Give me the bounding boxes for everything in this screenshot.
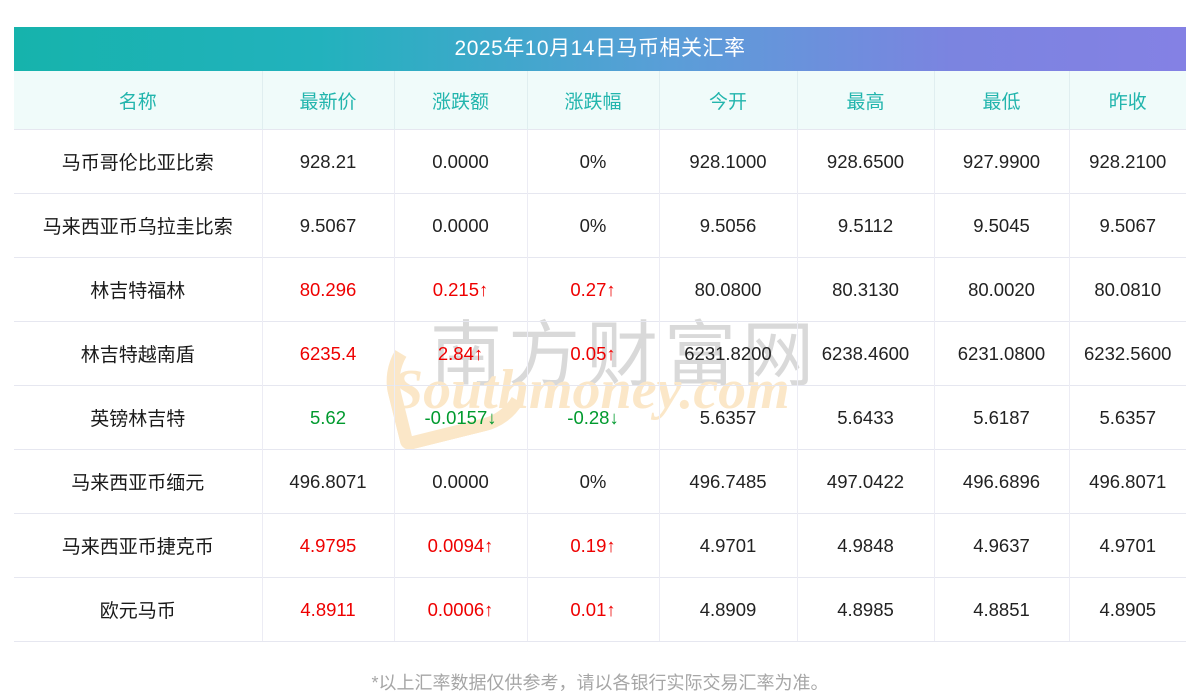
cell-high: 497.0422 [797, 449, 935, 514]
cell-name: 英镑林吉特 [14, 385, 263, 450]
disclaimer-note: *以上汇率数据仅供参考，请以各银行实际交易汇率为准。 [371, 673, 829, 693]
table-row[interactable]: 马币哥伦比亚比索 928.21 0.0000 0% 928.1000 928.6500 92… [14, 129, 1186, 194]
cell-high: 80.3130 [797, 257, 935, 322]
cell-low: 4.9637 [934, 513, 1070, 578]
cell-last: 80.296 [262, 257, 395, 322]
cell-prev-close: 6232.5600 [1069, 321, 1186, 386]
cell-change: 0.0006↑ [394, 577, 528, 642]
cell-change-pct: 0.27↑ [527, 257, 660, 322]
cell-change: 0.0000 [394, 193, 528, 258]
cell-change-pct: 0.01↑ [527, 577, 660, 642]
table-row[interactable]: 马来西亚币乌拉圭比索 9.5067 0.0000 0% 9.5056 9.5112 9.50… [14, 193, 1186, 258]
column-header-low[interactable]: 最低 [934, 71, 1070, 130]
cell-low: 4.8851 [934, 577, 1070, 642]
column-header-change[interactable]: 涨跌额 [394, 71, 528, 130]
cell-change: 0.0094↑ [394, 513, 528, 578]
column-header-prev-close[interactable]: 昨收 [1108, 91, 1147, 113]
column-header-last[interactable]: 最新价 [262, 71, 395, 130]
column-header-name[interactable]: 名称 [14, 71, 263, 130]
cell-open: 496.7485 [659, 449, 798, 514]
column-header-change-pct[interactable]: 涨跌幅 [527, 71, 660, 130]
cell-change-pct: 0% [527, 449, 660, 514]
cell-name: 马来西亚币缅元 [14, 449, 263, 514]
cell-prev-close: 80.0810 [1069, 257, 1186, 322]
cell-last: 4.8911 [262, 577, 395, 642]
cell-high: 4.9848 [797, 513, 935, 578]
cell-change-pct: -0.28↓ [527, 385, 660, 450]
cell-change-pct: 0.19↑ [527, 513, 660, 578]
table-row[interactable]: 英镑林吉特 5.62 -0.0157↓ -0.28↓ 5.6357 5.6433 5.618… [14, 385, 1186, 450]
table-header: 名称 最新价 涨跌额 涨跌幅 今开 最高 最低 昨收 [14, 71, 1186, 130]
cell-prev-close: 4.9701 [1069, 513, 1186, 578]
cell-last: 928.21 [262, 129, 395, 194]
cell-prev-close: 9.5067 [1069, 193, 1186, 258]
cell-name: 欧元马币 [14, 577, 263, 642]
cell-name: 林吉特越南盾 [14, 321, 263, 386]
cell-low: 927.9900 [934, 129, 1070, 194]
cell-open: 4.8909 [659, 577, 798, 642]
cell-high: 9.5112 [797, 193, 935, 258]
cell-prev-close: 5.6357 [1069, 385, 1186, 450]
cell-low: 496.6896 [934, 449, 1070, 514]
cell-change: 0.0000 [394, 449, 528, 514]
cell-change-pct: 0.05↑ [527, 321, 660, 386]
cell-last: 9.5067 [262, 193, 395, 258]
cell-prev-close: 496.8071 [1069, 449, 1186, 514]
cell-name: 林吉特福林 [14, 257, 263, 322]
header-row: 名称 最新价 涨跌额 涨跌幅 今开 最高 最低 昨收 [14, 71, 1186, 130]
cell-high: 5.6433 [797, 385, 935, 450]
cell-change: 0.215↑ [394, 257, 528, 322]
page-title: 2025年10月14日马币相关汇率 [14, 27, 1186, 71]
cell-name: 马来西亚币乌拉圭比索 [14, 193, 263, 258]
column-header-high[interactable]: 最高 [797, 71, 935, 130]
table-row[interactable]: 林吉特福林 80.296 0.215↑ 0.27↑ 80.0800 80.3130 80.0… [14, 257, 1186, 322]
cell-high: 6238.4600 [797, 321, 935, 386]
cell-low: 6231.0800 [934, 321, 1070, 386]
cell-low: 80.0020 [934, 257, 1070, 322]
cell-change: 2.84↑ [394, 321, 528, 386]
cell-change-pct: 0% [527, 193, 660, 258]
cell-high: 4.8985 [797, 577, 935, 642]
cell-change: 0.0000 [394, 129, 528, 194]
cell-last: 6235.4 [262, 321, 395, 386]
cell-open: 80.0800 [659, 257, 798, 322]
cell-open: 5.6357 [659, 385, 798, 450]
table-row[interactable]: 欧元马币 4.8911 0.0006↑ 0.01↑ 4.8909 4.8985 4.8851… [14, 577, 1186, 642]
cell-name: 马币哥伦比亚比索 [14, 129, 263, 194]
cell-name: 马来西亚币捷克币 [14, 513, 263, 578]
table-row[interactable]: 林吉特越南盾 6235.4 2.84↑ 0.05↑ 6231.8200 6238.4600… [14, 321, 1186, 386]
cell-open: 6231.8200 [659, 321, 798, 386]
cell-last: 496.8071 [262, 449, 395, 514]
cell-open: 928.1000 [659, 129, 798, 194]
table-row[interactable]: 马来西亚币捷克币 4.9795 0.0094↑ 0.19↑ 4.9701 4.9848 4.… [14, 513, 1186, 578]
cell-high: 928.6500 [797, 129, 935, 194]
cell-low: 5.6187 [934, 385, 1070, 450]
cell-change-pct: 0% [527, 129, 660, 194]
exchange-rate-table: 名称 最新价 涨跌额 涨跌幅 今开 最高 最低 昨收 马币哥伦比亚比索 928.2… [14, 71, 1186, 642]
cell-last: 5.62 [262, 385, 395, 450]
cell-open: 9.5056 [659, 193, 798, 258]
cell-change: -0.0157↓ [394, 385, 528, 450]
cell-prev-close: 4.8905 [1069, 577, 1186, 642]
cell-open: 4.9701 [659, 513, 798, 578]
column-header-open[interactable]: 今开 [659, 71, 798, 130]
table-row[interactable]: 马来西亚币缅元 496.8071 0.0000 0% 496.7485 497.0422 4… [14, 449, 1186, 514]
table-body: 马币哥伦比亚比索 928.21 0.0000 0% 928.1000 928.6500 92… [14, 129, 1186, 642]
cell-low: 9.5045 [934, 193, 1070, 258]
cell-prev-close: 928.2100 [1069, 129, 1186, 194]
cell-last: 4.9795 [262, 513, 395, 578]
